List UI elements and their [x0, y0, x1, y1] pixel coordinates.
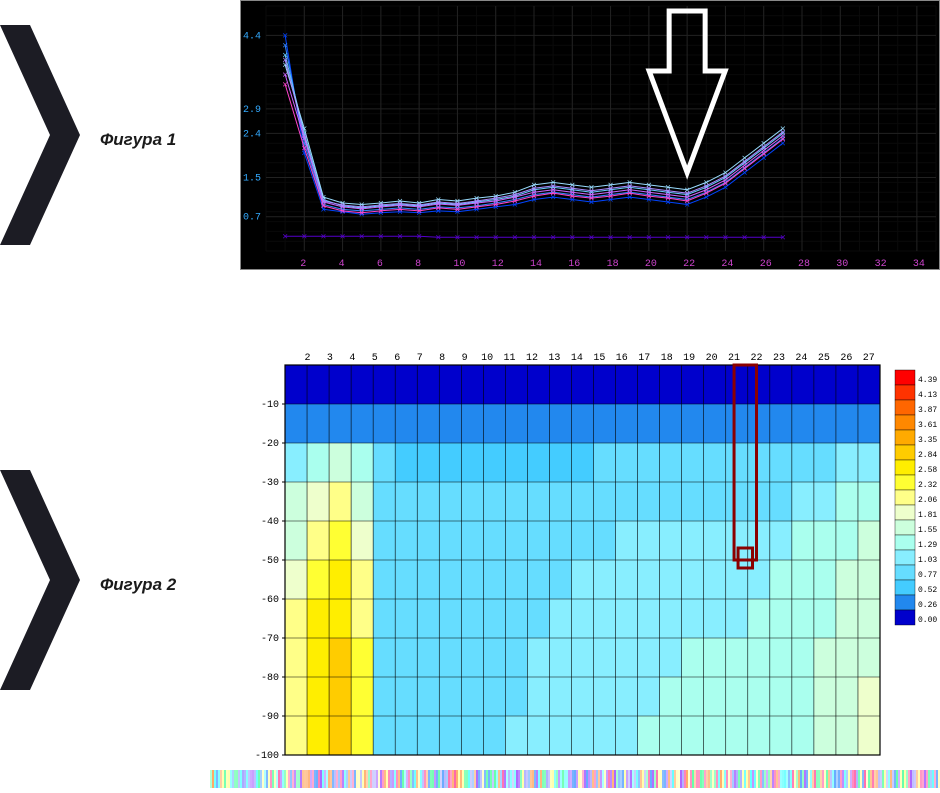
svg-text:19: 19	[683, 353, 695, 364]
line-chart-svg: 0.71.52.42.94.42468101214161820222426283…	[241, 1, 940, 271]
figure2-label: Фигура 2	[100, 575, 176, 595]
svg-text:2.32: 2.32	[918, 481, 937, 490]
svg-text:-40: -40	[261, 517, 279, 528]
svg-text:9: 9	[462, 353, 468, 364]
heatmap-svg: 2345678910111213141516171819202122232425…	[240, 345, 940, 765]
heatmap-chart: 2345678910111213141516171819202122232425…	[240, 345, 940, 765]
svg-text:16: 16	[616, 353, 628, 364]
svg-text:7: 7	[417, 353, 423, 364]
svg-text:-70: -70	[261, 634, 279, 645]
svg-text:10: 10	[453, 259, 465, 270]
svg-text:12: 12	[526, 353, 538, 364]
svg-text:-90: -90	[261, 712, 279, 723]
svg-text:-50: -50	[261, 556, 279, 567]
svg-text:32: 32	[875, 259, 887, 270]
svg-text:-60: -60	[261, 595, 279, 606]
svg-text:13: 13	[548, 353, 560, 364]
svg-text:12: 12	[492, 259, 504, 270]
chevron-2	[0, 470, 80, 690]
svg-text:25: 25	[818, 353, 830, 364]
svg-text:24: 24	[721, 259, 733, 270]
svg-text:2.06: 2.06	[918, 496, 937, 505]
svg-text:1.81: 1.81	[918, 511, 937, 520]
svg-text:21: 21	[728, 353, 740, 364]
svg-text:2.9: 2.9	[243, 105, 261, 116]
svg-text:0.00: 0.00	[918, 616, 937, 625]
svg-text:2.4: 2.4	[243, 129, 261, 140]
svg-text:4.39: 4.39	[918, 376, 937, 385]
svg-text:26: 26	[760, 259, 772, 270]
svg-text:11: 11	[504, 353, 516, 364]
svg-text:20: 20	[706, 353, 718, 364]
figure1-label: Фигура 1	[100, 130, 176, 150]
noise-bar	[210, 770, 940, 788]
svg-text:3.35: 3.35	[918, 436, 937, 445]
svg-text:16: 16	[568, 259, 580, 270]
svg-text:2: 2	[300, 259, 306, 270]
svg-text:22: 22	[683, 259, 695, 270]
chevron-1	[0, 25, 80, 245]
svg-text:23: 23	[773, 353, 785, 364]
svg-text:6: 6	[377, 259, 383, 270]
svg-text:2: 2	[304, 353, 310, 364]
svg-text:14: 14	[571, 353, 583, 364]
svg-text:1.03: 1.03	[918, 556, 937, 565]
svg-text:22: 22	[751, 353, 763, 364]
svg-text:1.5: 1.5	[243, 174, 261, 185]
svg-text:-10: -10	[261, 400, 279, 411]
svg-text:6: 6	[394, 353, 400, 364]
svg-text:14: 14	[530, 259, 542, 270]
svg-text:10: 10	[481, 353, 493, 364]
svg-text:3.61: 3.61	[918, 421, 937, 430]
svg-text:0.52: 0.52	[918, 586, 937, 595]
svg-text:8: 8	[415, 259, 421, 270]
svg-text:3: 3	[327, 353, 333, 364]
svg-text:4: 4	[349, 353, 355, 364]
svg-text:3.87: 3.87	[918, 406, 937, 415]
line-chart: 0.71.52.42.94.42468101214161820222426283…	[240, 0, 940, 270]
svg-text:24: 24	[795, 353, 807, 364]
svg-text:34: 34	[913, 259, 925, 270]
svg-text:4.13: 4.13	[918, 391, 937, 400]
svg-text:-20: -20	[261, 439, 279, 450]
svg-text:-100: -100	[255, 751, 279, 762]
svg-text:-30: -30	[261, 478, 279, 489]
svg-text:8: 8	[439, 353, 445, 364]
svg-text:26: 26	[840, 353, 852, 364]
svg-text:1.55: 1.55	[918, 526, 937, 535]
svg-text:4.4: 4.4	[243, 31, 261, 42]
svg-text:2.84: 2.84	[918, 451, 937, 460]
svg-text:18: 18	[607, 259, 619, 270]
svg-text:1.29: 1.29	[918, 541, 937, 550]
svg-text:-80: -80	[261, 673, 279, 684]
svg-text:17: 17	[638, 353, 650, 364]
svg-text:15: 15	[593, 353, 605, 364]
svg-text:18: 18	[661, 353, 673, 364]
svg-text:4: 4	[339, 259, 345, 270]
svg-text:0.7: 0.7	[243, 213, 261, 224]
svg-text:2.58: 2.58	[918, 466, 937, 475]
svg-text:0.26: 0.26	[918, 601, 937, 610]
svg-text:5: 5	[372, 353, 378, 364]
svg-text:27: 27	[863, 353, 875, 364]
svg-text:30: 30	[836, 259, 848, 270]
svg-text:0.77: 0.77	[918, 571, 937, 580]
svg-text:20: 20	[645, 259, 657, 270]
svg-text:28: 28	[798, 259, 810, 270]
